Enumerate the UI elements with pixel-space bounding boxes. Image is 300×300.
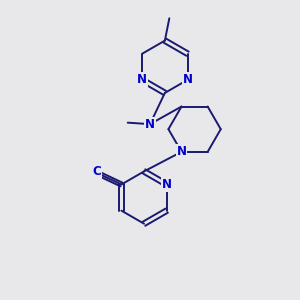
Text: C: C	[92, 165, 101, 178]
Text: N: N	[176, 145, 187, 158]
Text: N: N	[182, 74, 193, 86]
Text: N: N	[162, 178, 172, 191]
Text: N: N	[137, 74, 147, 86]
Text: N: N	[145, 118, 155, 130]
